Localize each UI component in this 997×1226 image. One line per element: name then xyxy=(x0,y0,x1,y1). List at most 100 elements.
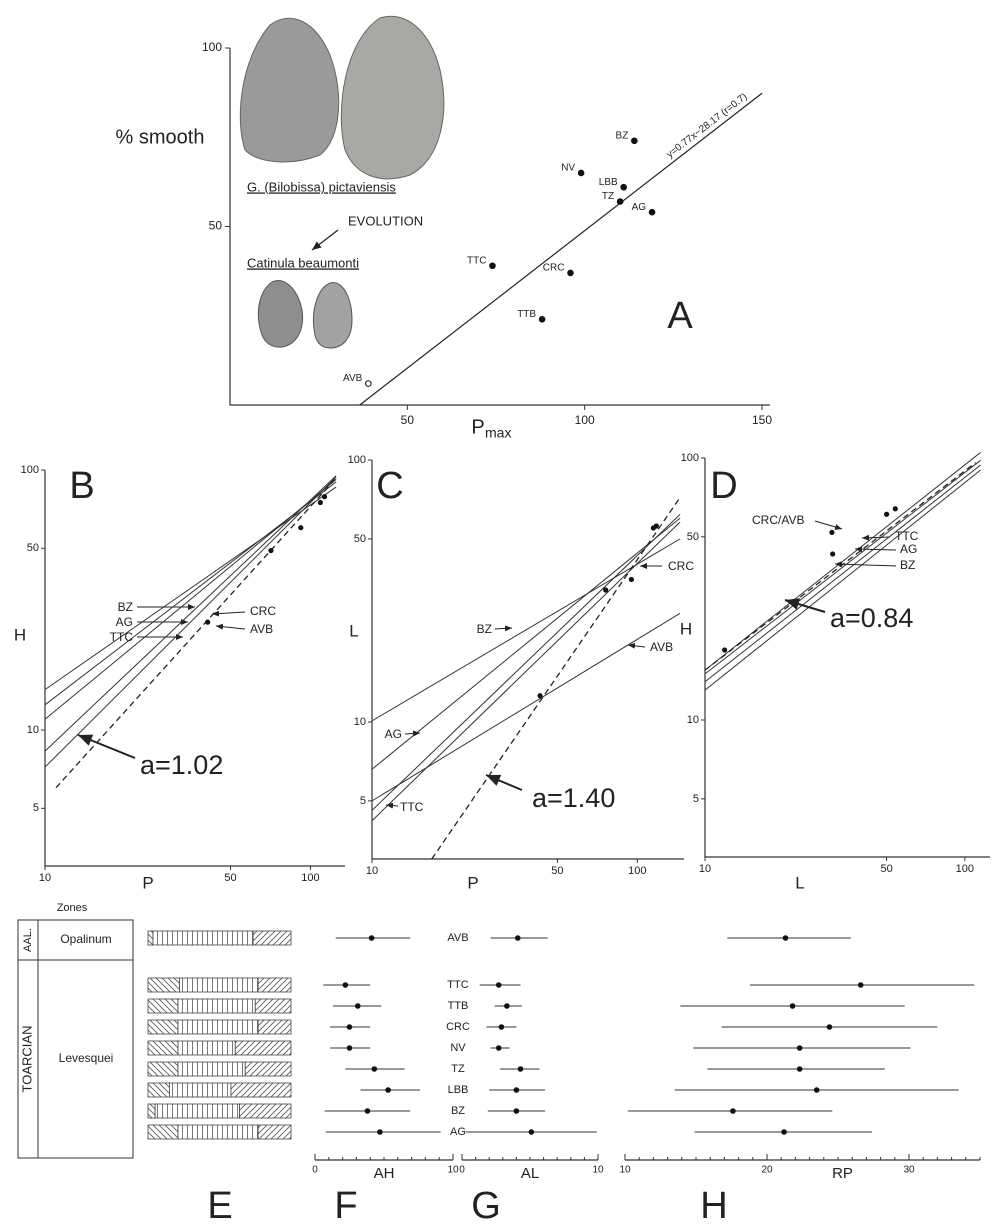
slope-label: a=0.84 xyxy=(830,603,913,633)
annotation: G. (Bilobissa) pictaviensis xyxy=(247,179,396,194)
bar-segment xyxy=(240,1104,291,1118)
point-label: TZ xyxy=(602,191,614,202)
y-tick-label: 100 xyxy=(202,40,222,54)
data-point xyxy=(621,184,627,190)
slope-arrow xyxy=(486,775,522,790)
mean-point xyxy=(781,1129,787,1135)
data-point xyxy=(268,548,273,553)
x-tick-label: 150 xyxy=(752,413,772,427)
x-tick-label: 30 xyxy=(903,1165,915,1176)
mean-point xyxy=(518,1066,524,1072)
mean-point xyxy=(372,1066,378,1072)
zone-table xyxy=(18,920,133,1158)
label-arrow xyxy=(815,521,842,529)
mean-point xyxy=(797,1066,803,1072)
mean-point xyxy=(730,1108,736,1114)
x-axis-label: L xyxy=(795,873,804,892)
mean-point xyxy=(365,1108,371,1114)
series-label: TTC xyxy=(110,630,134,644)
row-label: LBB xyxy=(448,1084,469,1096)
x-tick-label: 100 xyxy=(575,413,595,427)
annotation: Catinula beaumonti xyxy=(247,255,359,270)
mean-point xyxy=(858,982,864,988)
label-arrow xyxy=(216,626,245,629)
mean-point xyxy=(814,1087,820,1093)
mean-point xyxy=(496,1045,502,1051)
y-tick-label: 10 xyxy=(27,724,39,736)
series-label: AG xyxy=(385,727,402,741)
point-label: CRC xyxy=(543,263,565,274)
row-label: TTB xyxy=(448,1000,469,1012)
x-axis-label: RP xyxy=(832,1165,853,1182)
x-tick-label: 0 xyxy=(459,1165,465,1176)
x-tick-label: 10 xyxy=(366,865,378,877)
series-label: BZ xyxy=(477,622,492,636)
bar-segment xyxy=(179,978,258,992)
bar-segment xyxy=(148,1125,178,1139)
regression-line xyxy=(705,460,981,674)
stage-label: AAL. xyxy=(22,928,34,952)
bar-segment xyxy=(169,1083,230,1097)
bar-segment xyxy=(148,1020,178,1034)
data-point xyxy=(578,170,584,176)
regression-line xyxy=(45,476,336,751)
fit-label: y=0.77x−28.17 (r=0.7) xyxy=(665,91,750,160)
series-label: TTC xyxy=(895,529,919,543)
zones-header: Zones xyxy=(57,902,88,914)
panel-letter: F xyxy=(334,1185,357,1226)
annotation: EVOLUTION xyxy=(348,213,423,228)
mean-point xyxy=(496,982,502,988)
bar-segment xyxy=(148,999,178,1013)
label-arrow xyxy=(405,733,420,734)
x-tick-label: 100 xyxy=(956,863,974,875)
data-point xyxy=(884,512,889,517)
mean-point xyxy=(529,1129,535,1135)
data-point xyxy=(298,525,303,530)
x-axis-label: P xyxy=(467,873,478,892)
y-tick-label: 50 xyxy=(27,542,39,554)
bar-segment xyxy=(258,1125,291,1139)
data-point xyxy=(722,647,727,652)
panel-letter: B xyxy=(69,465,94,507)
isometric-line xyxy=(705,463,976,670)
regression-line xyxy=(705,465,981,682)
x-tick-label: 0 xyxy=(312,1165,318,1176)
isometric-line xyxy=(56,478,336,788)
zone-label: Levesquei xyxy=(59,1051,114,1065)
series-label: TTC xyxy=(400,800,424,814)
panel-letter: C xyxy=(376,465,403,507)
data-point xyxy=(893,506,898,511)
bar-segment xyxy=(245,1062,291,1076)
evolution-arrow xyxy=(312,230,338,250)
data-point xyxy=(830,551,835,556)
mean-point xyxy=(369,935,375,941)
data-point xyxy=(322,494,327,499)
series-label: AVB xyxy=(250,622,273,636)
mean-point xyxy=(827,1024,833,1030)
panel-letter: E xyxy=(207,1185,232,1226)
mean-point xyxy=(514,1108,520,1114)
x-tick-label: 50 xyxy=(551,865,563,877)
row-label: AG xyxy=(450,1126,466,1138)
series-label: BZ xyxy=(118,600,133,614)
mean-point xyxy=(499,1024,505,1030)
y-tick-label: 100 xyxy=(348,454,366,466)
label-arrow xyxy=(495,628,512,629)
x-tick-label: 100 xyxy=(301,872,319,884)
regression-line xyxy=(372,613,680,801)
data-point xyxy=(603,587,608,592)
stage-label: TOARCIAN xyxy=(19,1026,34,1093)
data-point xyxy=(829,530,834,535)
bar-segment xyxy=(255,999,291,1013)
mean-point xyxy=(377,1129,383,1135)
mean-point xyxy=(385,1087,391,1093)
bar-segment xyxy=(178,1041,235,1055)
axis xyxy=(705,458,990,857)
y-tick-label: 100 xyxy=(681,452,699,464)
data-point xyxy=(654,523,659,528)
y-axis-label: H xyxy=(14,625,26,644)
point-label: AG xyxy=(632,202,647,213)
label-arrow xyxy=(212,612,245,614)
point-label: BZ xyxy=(616,130,629,141)
bar-segment xyxy=(155,1104,239,1118)
